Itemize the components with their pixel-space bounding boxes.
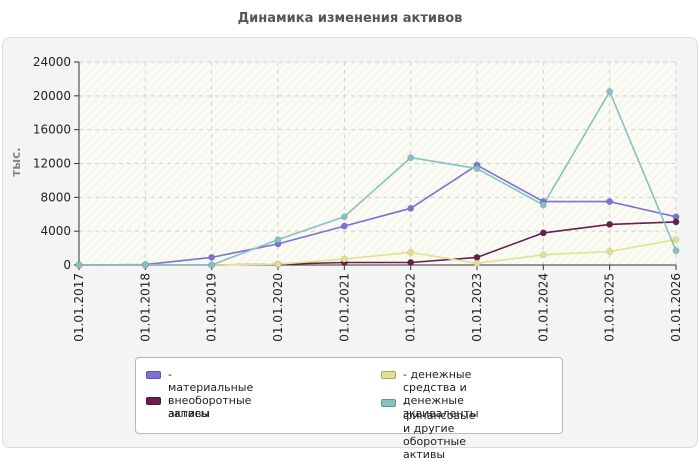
data-point — [208, 253, 216, 261]
data-point — [672, 247, 680, 255]
y-tick-label: 16000 — [33, 123, 71, 137]
legend-swatch — [381, 399, 396, 407]
x-tick-label: 01.01.2024 — [536, 273, 550, 342]
x-tick-label: 01.01.2018 — [138, 273, 152, 342]
data-point — [340, 213, 348, 221]
data-point — [672, 236, 680, 244]
y-tick-label: 0 — [63, 258, 71, 272]
data-point — [473, 259, 481, 267]
data-point — [274, 236, 282, 244]
legend-swatch — [146, 371, 161, 379]
y-tick-label: 4000 — [40, 224, 71, 238]
y-axis-label: тыс. — [9, 147, 23, 176]
x-tick-label: 01.01.2017 — [72, 273, 86, 342]
data-point — [606, 198, 614, 206]
data-point — [539, 251, 547, 259]
legend-label: - денежные средства и денежные эквивален… — [403, 368, 479, 420]
data-point — [473, 165, 481, 173]
data-point — [340, 222, 348, 230]
series-line — [79, 90, 677, 266]
legend-swatch — [146, 397, 161, 405]
data-point — [340, 255, 348, 263]
data-point — [407, 154, 415, 162]
y-tick-label: 12000 — [33, 157, 71, 171]
legend-label: - материальные внеоборотные активы — [168, 368, 254, 420]
data-point — [208, 261, 216, 269]
series-line — [78, 164, 677, 266]
data-point — [141, 261, 149, 269]
data-point — [606, 248, 614, 255]
y-tick-label: 20000 — [33, 89, 71, 103]
x-tick-label: 01.01.2019 — [205, 273, 219, 342]
line-chart: 0 4000 8000 12000 16000 20000 24000 01.01.2017… — [9, 55, 683, 342]
data-point — [407, 204, 415, 212]
y-tick-label: 8000 — [40, 190, 71, 204]
data-point — [606, 88, 614, 96]
chart-title: Динамика изменения активов — [237, 11, 463, 26]
data-point — [672, 218, 680, 226]
x-tick-label: 01.01.2025 — [603, 273, 617, 342]
x-tick-label: 01.01.2023 — [470, 273, 484, 342]
x-tick-label: 01.01.2020 — [271, 273, 285, 342]
x-tick-label: 01.01.2021 — [337, 273, 351, 342]
data-point — [473, 253, 481, 261]
legend-swatch — [381, 371, 396, 379]
legend-label: - запасы — [168, 394, 210, 420]
data-point — [274, 260, 282, 268]
x-tick-label: 01.01.2022 — [404, 273, 418, 342]
y-tick-label: 24000 — [33, 55, 71, 69]
legend: - материальные внеоборотные активы - зап… — [135, 357, 563, 461]
legend-label: - финансовые и другие оборотные активы — [403, 396, 476, 461]
data-point — [539, 229, 547, 237]
data-point — [75, 261, 83, 269]
data-point — [606, 220, 614, 228]
data-point — [539, 201, 547, 209]
x-tick-label: 01.01.2026 — [669, 273, 683, 342]
data-point — [407, 248, 415, 256]
data-point — [407, 259, 415, 266]
